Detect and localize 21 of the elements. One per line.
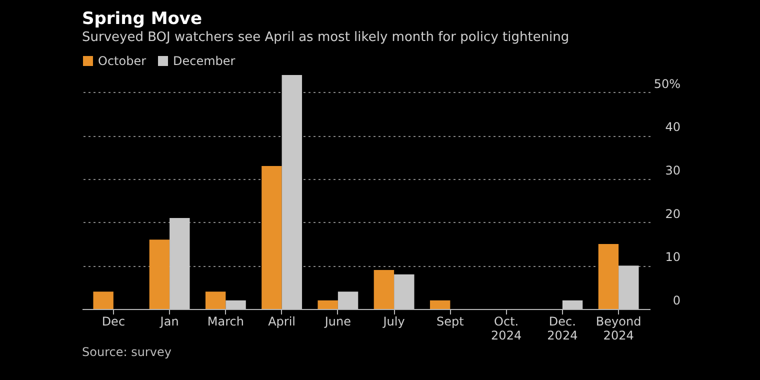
- x-tick-label: July: [382, 314, 405, 328]
- x-tick-label: Jan: [159, 314, 179, 328]
- y-tick-label: 30: [665, 164, 680, 178]
- x-tick-label: Sept: [436, 314, 464, 328]
- chart-title: Spring Move: [82, 9, 202, 29]
- source-note: Source: survey: [81, 345, 172, 359]
- y-tick-label: 20: [665, 206, 680, 221]
- x-tick-label: April: [268, 314, 296, 328]
- y-tick-label: 40: [665, 120, 680, 134]
- legend-label: October: [98, 54, 146, 68]
- x-tick-label: Oct. 2024: [491, 314, 522, 342]
- y-tick-label: 0: [672, 294, 680, 308]
- x-tick-label: March: [207, 314, 244, 328]
- legend-label: December: [173, 54, 236, 68]
- x-tick-label: Dec. 2024: [547, 314, 578, 342]
- y-tick-label: 10: [665, 250, 680, 264]
- chart-subtitle: Surveyed BOJ watchers see April as most likely month for policy tightening: [82, 30, 570, 45]
- x-tick-label: Dec: [102, 314, 126, 328]
- x-tick-label: Beyond 2024: [596, 314, 642, 342]
- y-tick-label: 50%: [654, 76, 680, 91]
- x-tick-label: June: [324, 314, 352, 328]
